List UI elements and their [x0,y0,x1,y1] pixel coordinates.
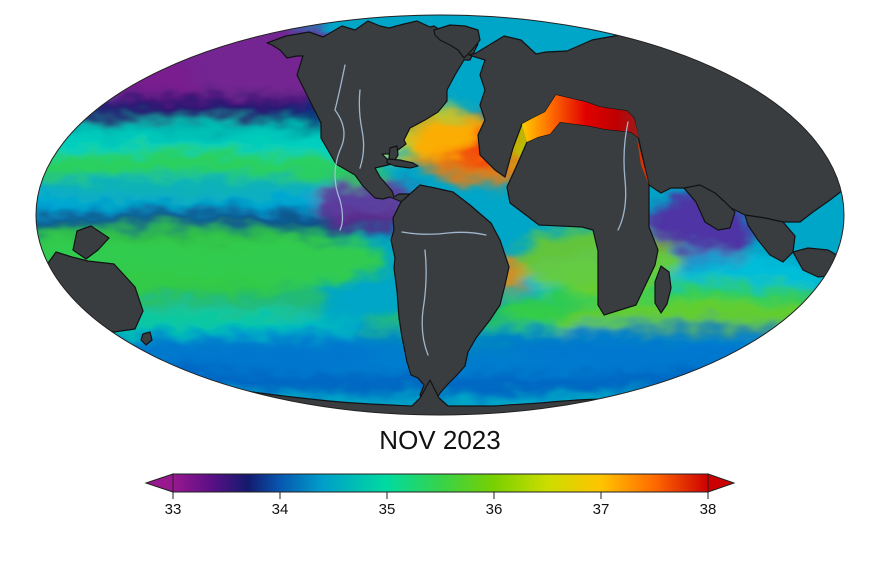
svg-text:37: 37 [593,501,610,518]
svg-text:36: 36 [486,501,503,518]
svg-text:38: 38 [700,501,717,518]
svg-text:NOV 2023: NOV 2023 [379,425,500,455]
svg-text:33: 33 [165,501,182,518]
svg-text:34: 34 [272,501,289,518]
svg-text:35: 35 [379,501,396,518]
